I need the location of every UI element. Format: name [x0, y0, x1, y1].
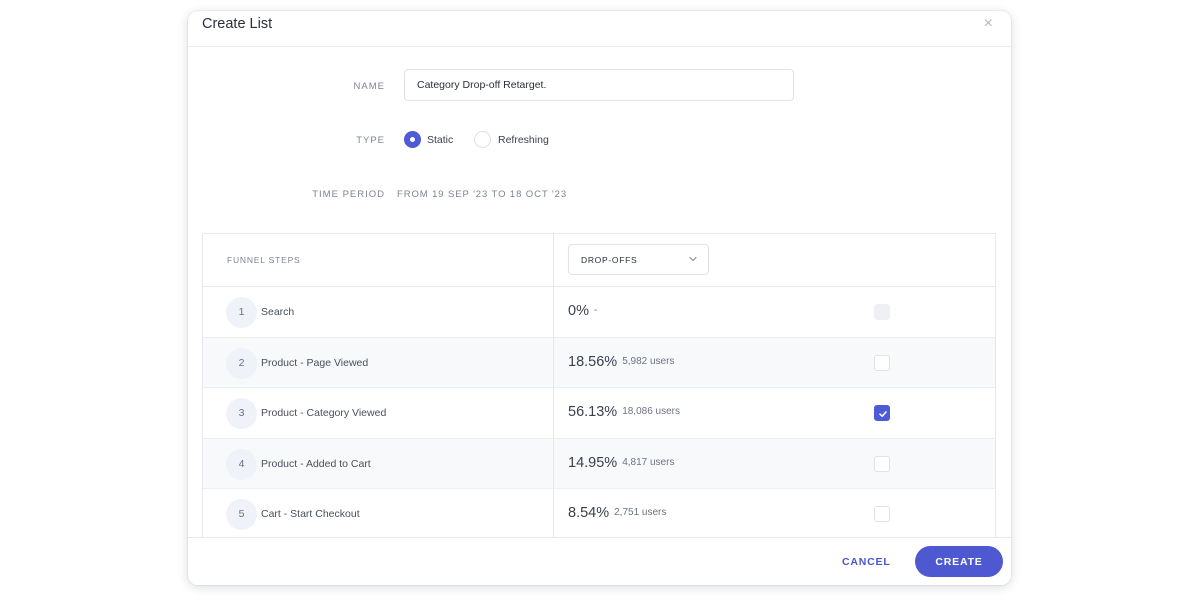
- metric-dropdown-label: DROP-OFFS: [581, 255, 638, 265]
- modal-header: Create List ×: [188, 11, 1011, 47]
- name-input[interactable]: [404, 69, 794, 101]
- funnel-steps-table: FUNNEL STEPS DROP-OFFS 1 Search 0% - 2 Pr…: [202, 233, 996, 538]
- row-checkbox[interactable]: [874, 354, 890, 371]
- modal-footer: CANCEL CREATE: [188, 537, 1011, 585]
- percent-value: 18.56%: [568, 353, 618, 370]
- cancel-button[interactable]: CANCEL: [842, 556, 891, 568]
- modal-title: Create List: [202, 16, 273, 32]
- radio-refreshing-indicator[interactable]: [474, 131, 491, 148]
- metric-dropdown[interactable]: DROP-OFFS: [568, 244, 709, 275]
- drop-off-percent: 0% -: [568, 303, 597, 319]
- name-label: NAME: [353, 81, 385, 92]
- step-number: 5: [226, 499, 257, 530]
- drop-off-percent: 8.54% 2,751 users: [568, 505, 666, 521]
- users-count: 4,817 users: [622, 456, 675, 468]
- type-refreshing-label: Refreshing: [498, 133, 549, 146]
- step-name: Product - Category Viewed: [261, 407, 387, 419]
- radio-static-indicator[interactable]: [404, 131, 421, 148]
- step-name: Product - Added to Cart: [261, 457, 371, 470]
- users-count: -: [593, 305, 598, 316]
- time-period-value: FROM 19 SEP '23 TO 18 OCT '23: [397, 189, 568, 200]
- drop-off-percent: 14.95% 4,817 users: [568, 455, 674, 471]
- step-name: Search: [261, 306, 295, 318]
- percent-value: 0%: [568, 303, 589, 319]
- close-icon[interactable]: ×: [983, 15, 993, 32]
- step-name: Cart - Start Checkout: [261, 508, 360, 520]
- users-count: 18,086 users: [622, 406, 681, 417]
- table-row: 3 Product - Category Viewed 56.13% 18,086…: [203, 388, 995, 439]
- row-checkbox[interactable]: [874, 455, 890, 472]
- drop-off-percent: 18.56% 5,982 users: [568, 354, 674, 370]
- chevron-down-icon: [689, 256, 697, 262]
- step-number: 1: [226, 297, 257, 328]
- row-checkbox: [874, 304, 890, 320]
- table-header: FUNNEL STEPS DROP-OFFS: [203, 234, 995, 287]
- row-checkbox[interactable]: [874, 506, 890, 522]
- drop-off-percent: 56.13% 18,086 users: [568, 404, 680, 420]
- step-number: 3: [226, 398, 257, 429]
- type-static-radio[interactable]: Static: [404, 131, 453, 148]
- table-row: 2 Product - Page Viewed 18.56% 5,982 user…: [203, 337, 995, 388]
- type-refreshing-radio[interactable]: Refreshing: [474, 131, 549, 148]
- table-row: 5 Cart - Start Checkout 8.54% 2,751 users: [203, 489, 995, 538]
- type-static-label: Static: [427, 133, 454, 146]
- check-icon: [879, 411, 887, 417]
- type-label: TYPE: [356, 135, 385, 146]
- users-count: 2,751 users: [614, 507, 667, 518]
- users-count: 5,982 users: [622, 355, 675, 367]
- percent-value: 56.13%: [568, 404, 618, 420]
- create-button[interactable]: CREATE: [915, 546, 1003, 577]
- step-number: 4: [226, 448, 257, 480]
- funnel-steps-header: FUNNEL STEPS: [227, 255, 301, 265]
- create-list-modal: Create List × NAME TYPE Static Refreshin…: [188, 11, 1011, 585]
- row-checkbox[interactable]: [874, 405, 890, 421]
- column-divider: [553, 234, 554, 538]
- percent-value: 8.54%: [568, 505, 610, 521]
- step-name: Product - Page Viewed: [261, 356, 369, 369]
- table-row: 1 Search 0% -: [203, 287, 995, 338]
- percent-value: 14.95%: [568, 454, 618, 471]
- time-period-label: TIME PERIOD: [312, 189, 385, 200]
- table-row: 4 Product - Added to Cart 14.95% 4,817 us…: [203, 438, 995, 489]
- step-number: 2: [226, 347, 257, 379]
